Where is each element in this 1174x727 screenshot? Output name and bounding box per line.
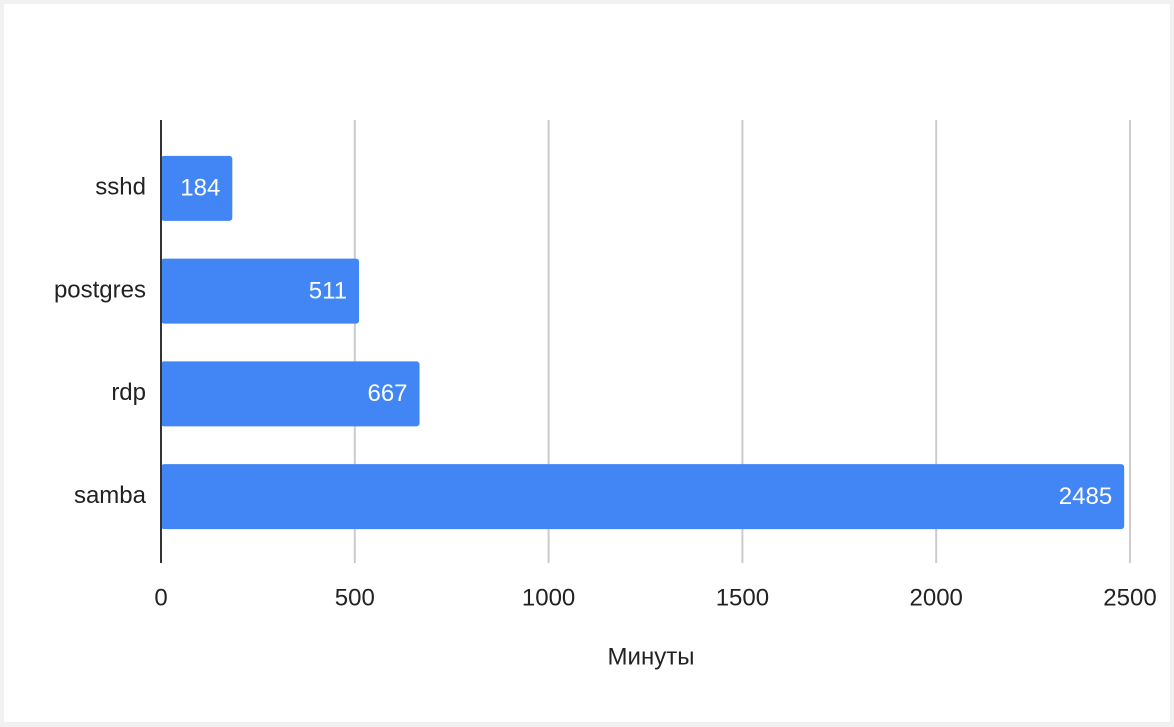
y-tick-label: rdp <box>111 379 146 406</box>
data-label: 2485 <box>1059 483 1112 510</box>
x-axis-title: Минуты <box>608 643 695 670</box>
x-tick-label: 2500 <box>1103 584 1156 611</box>
bar <box>161 258 360 324</box>
x-tick-label: 1000 <box>522 584 575 611</box>
data-label: 667 <box>367 380 407 407</box>
y-tick-label: samba <box>74 482 147 509</box>
data-label: 184 <box>180 175 220 202</box>
x-tick-label: 2000 <box>910 584 963 611</box>
bar <box>161 361 420 427</box>
x-tick-label: 1500 <box>716 584 769 611</box>
data-label: 511 <box>309 277 347 304</box>
y-tick-label: postgres <box>54 276 146 303</box>
bar <box>161 155 233 221</box>
bar <box>161 464 1125 530</box>
y-tick-label: sshd <box>95 174 146 201</box>
x-tick-label: 500 <box>335 584 375 611</box>
x-tick-label: 0 <box>154 584 167 611</box>
